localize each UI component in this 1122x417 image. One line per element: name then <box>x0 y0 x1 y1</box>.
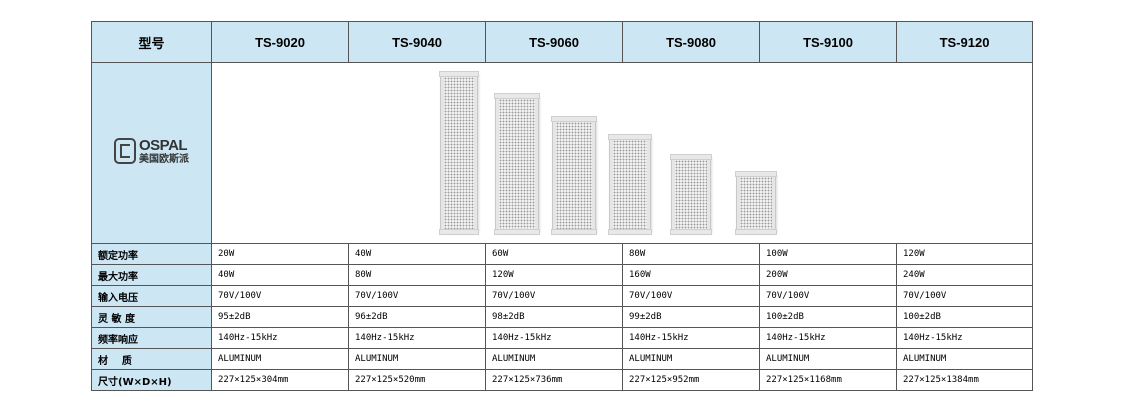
spec-value: 160W <box>622 264 760 286</box>
spec-label: 输入电压 <box>91 285 212 307</box>
spec-label: 材 质 <box>91 348 212 370</box>
spec-value: 140Hz-15kHz <box>622 327 760 349</box>
spec-value: 227×125×736mm <box>485 369 623 391</box>
spec-value: 99±2dB <box>622 306 760 328</box>
spec-value: 70V/100V <box>485 285 623 307</box>
speaker-image <box>494 93 540 235</box>
model-header: TS-9120 <box>896 21 1033 63</box>
spec-value: ALUMINUM <box>211 348 349 370</box>
speaker-image <box>670 154 712 235</box>
model-header: TS-9020 <box>211 21 349 63</box>
spec-value: 70V/100V <box>348 285 486 307</box>
spec-row: 频率响应 140Hz-15kHz 140Hz-15kHz 140Hz-15kHz 140… <box>91 327 1033 349</box>
model-header: TS-9100 <box>759 21 897 63</box>
speaker-image <box>735 171 777 235</box>
spec-value: 140Hz-15kHz <box>896 327 1033 349</box>
spec-value: 96±2dB <box>348 306 486 328</box>
spec-value: 140Hz-15kHz <box>211 327 349 349</box>
product-image <box>212 63 1032 243</box>
spec-label: 最大功率 <box>91 264 212 286</box>
logo-subtitle: 美国欧斯派 <box>139 153 189 165</box>
spec-value: 80W <box>622 243 760 265</box>
spec-row: 最大功率 40W 80W 120W 160W 200W 240W <box>91 264 1033 286</box>
spec-value: 227×125×520mm <box>348 369 486 391</box>
spec-value: 227×125×304mm <box>211 369 349 391</box>
spec-value: 95±2dB <box>211 306 349 328</box>
spec-value: 240W <box>896 264 1033 286</box>
spec-label: 额定功率 <box>91 243 212 265</box>
spec-value: 60W <box>485 243 623 265</box>
speaker-image <box>608 134 652 235</box>
spec-row: 灵 敏 度 95±2dB 96±2dB 98±2dB 99±2dB 100±2dB 100±… <box>91 306 1033 328</box>
spec-value: 98±2dB <box>485 306 623 328</box>
logo-cell: OSPAL 美国欧斯派 <box>91 62 212 244</box>
spec-row: 输入电压 70V/100V 70V/100V 70V/100V 70V/100V 70V/… <box>91 285 1033 307</box>
spec-value: ALUMINUM <box>485 348 623 370</box>
spec-value: 20W <box>211 243 349 265</box>
spec-row: 尺寸(W×D×H) 227×125×304mm 227×125×520mm 227×1… <box>91 369 1033 391</box>
spec-value: ALUMINUM <box>622 348 760 370</box>
spec-value: ALUMINUM <box>348 348 486 370</box>
spec-value: 70V/100V <box>896 285 1033 307</box>
spec-value: 40W <box>211 264 349 286</box>
model-header: TS-9080 <box>622 21 760 63</box>
spec-value: 120W <box>485 264 623 286</box>
spec-value: 227×125×952mm <box>622 369 760 391</box>
spec-value: 80W <box>348 264 486 286</box>
product-image-cell <box>211 62 1033 244</box>
spec-row: 材 质 ALUMINUM ALUMINUM ALUMINUM ALUMINUM ALUMI… <box>91 348 1033 370</box>
spec-label: 频率响应 <box>91 327 212 349</box>
spec-label: 尺寸(W×D×H) <box>91 369 212 391</box>
header-label: 型号 <box>91 21 212 63</box>
spec-value: ALUMINUM <box>759 348 897 370</box>
spec-value: 227×125×1384mm <box>896 369 1033 391</box>
model-header: TS-9040 <box>348 21 486 63</box>
logo-mark-icon <box>114 138 136 165</box>
logo-brand: OSPAL <box>139 136 188 154</box>
speaker-image <box>551 116 597 235</box>
spec-row: 额定功率 20W 40W 60W 80W 100W 120W <box>91 243 1033 265</box>
spec-value: ALUMINUM <box>896 348 1033 370</box>
spec-value: 100W <box>759 243 897 265</box>
header-row: 型号 TS-9020 TS-9040 TS-9060 TS-9080 TS-91… <box>91 21 1033 63</box>
spec-value: 140Hz-15kHz <box>348 327 486 349</box>
spec-value: 140Hz-15kHz <box>485 327 623 349</box>
spec-value: 200W <box>759 264 897 286</box>
spec-value: 40W <box>348 243 486 265</box>
spec-value: 70V/100V <box>759 285 897 307</box>
spec-value: 70V/100V <box>211 285 349 307</box>
spec-value: 100±2dB <box>896 306 1033 328</box>
spec-value: 140Hz-15kHz <box>759 327 897 349</box>
speaker-image <box>439 71 479 235</box>
spec-label: 灵 敏 度 <box>91 306 212 328</box>
spec-value: 120W <box>896 243 1033 265</box>
spec-value: 70V/100V <box>622 285 760 307</box>
model-header: TS-9060 <box>485 21 623 63</box>
spec-value: 100±2dB <box>759 306 897 328</box>
image-row: OSPAL 美国欧斯派 <box>91 62 1033 244</box>
brand-logo: OSPAL 美国欧斯派 <box>114 138 189 165</box>
spec-value: 227×125×1168mm <box>759 369 897 391</box>
spec-table: 型号 TS-9020 TS-9040 TS-9060 TS-9080 TS-91… <box>91 21 1033 391</box>
